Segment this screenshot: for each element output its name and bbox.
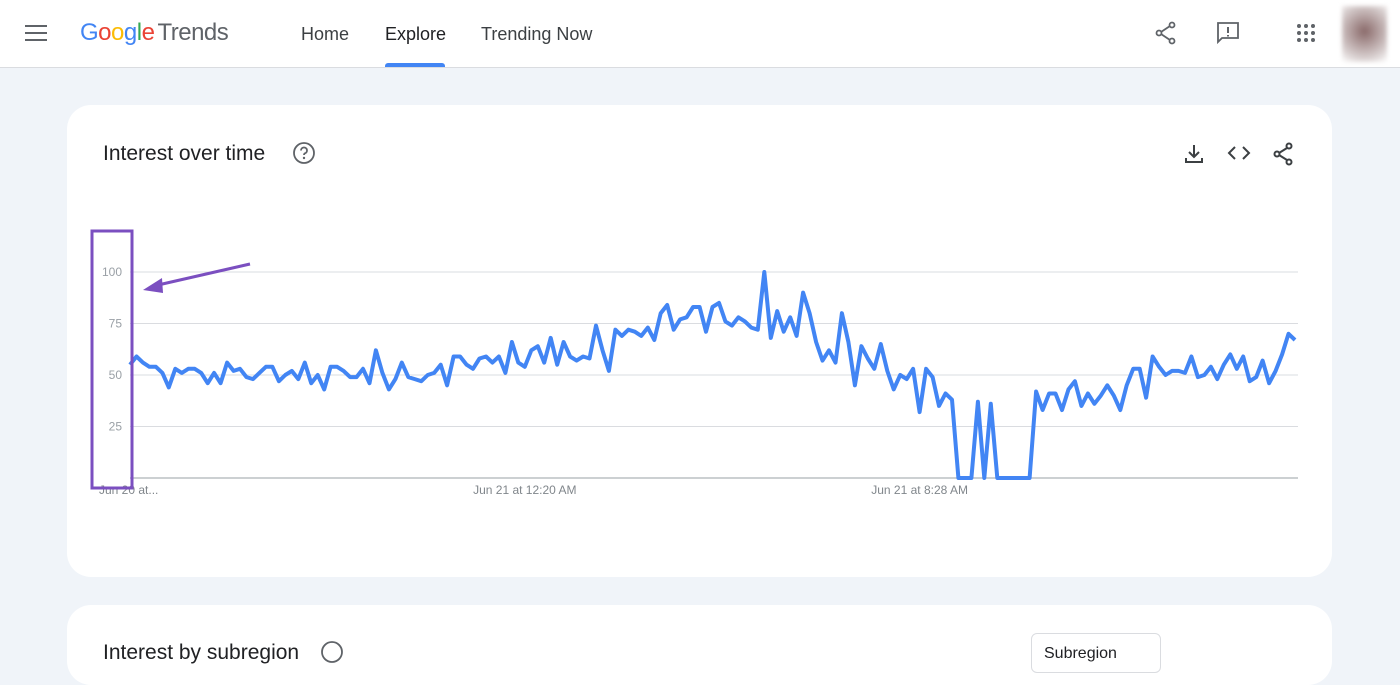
logo[interactable]: Google Trends: [80, 19, 229, 47]
feedback-icon[interactable]: [1216, 21, 1240, 45]
y-tick-label: 25: [109, 420, 123, 434]
embed-icon[interactable]: [1227, 145, 1251, 161]
x-tick-label: Jun 20 at...: [99, 483, 158, 497]
help-icon[interactable]: [292, 141, 316, 165]
chart: 25 50 75 100 Jun 20 at... Jun 21 at 12:20 AM J…: [90, 229, 1298, 497]
nav-explore[interactable]: Explore: [385, 24, 447, 44]
menu-icon[interactable]: [25, 24, 47, 42]
logo-product: Trends: [157, 19, 229, 46]
highlight-box: [90, 229, 134, 490]
y-tick-label: 75: [109, 317, 123, 331]
share-card-icon[interactable]: [1272, 142, 1294, 166]
nav-home[interactable]: Home: [301, 24, 350, 44]
active-indicator: [385, 63, 445, 67]
y-tick-label: 100: [102, 265, 122, 279]
card-title: Interest over time: [103, 142, 266, 165]
download-icon[interactable]: [1184, 144, 1204, 164]
header: Google Trends Home Explore Trending Now: [0, 0, 1400, 68]
share-icon[interactable]: [1154, 21, 1178, 45]
nav-trending[interactable]: Trending Now: [481, 24, 593, 44]
annotation-arrow: [157, 262, 251, 287]
apps-icon[interactable]: [1296, 23, 1316, 43]
x-tick-label: Jun 21 at 8:28 AM: [871, 483, 968, 497]
avatar[interactable]: [1342, 6, 1387, 62]
y-tick-label: 50: [109, 368, 123, 382]
x-tick-label: Jun 21 at 12:20 AM: [473, 483, 576, 497]
arrow-head: [143, 278, 163, 293]
logo-brand: Google: [80, 19, 155, 46]
interest-card: Interest over time: [67, 105, 1332, 577]
trend-line: [128, 270, 1297, 480]
